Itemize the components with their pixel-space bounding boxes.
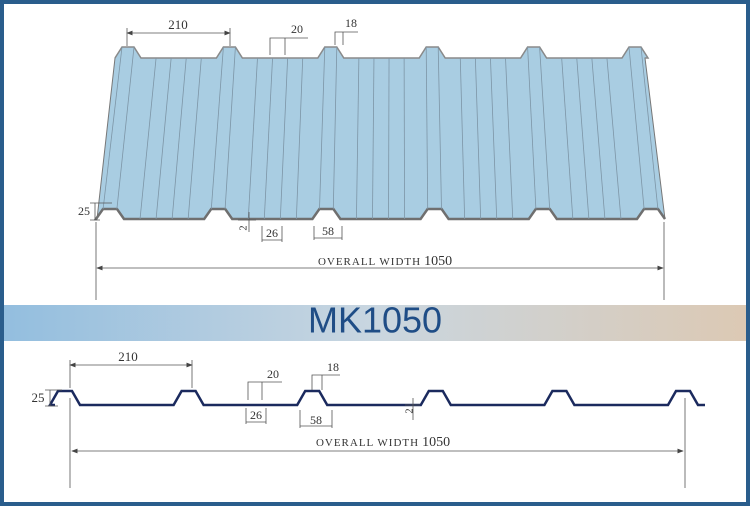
rib-edge: [640, 46, 659, 210]
rib-slope: 18: [345, 16, 357, 30]
rib-edge: [116, 46, 135, 210]
flute-line: [279, 57, 289, 220]
flute-line: [356, 57, 360, 220]
flute-line: [591, 57, 606, 220]
rib-top: 20: [267, 367, 279, 381]
flute-line: [388, 57, 390, 220]
overall-label: OVERALL WIDTH: [318, 256, 421, 268]
rib-top: 20: [291, 22, 303, 36]
flute-line: [561, 57, 574, 220]
flute-line: [155, 57, 172, 220]
rib-pitch: 210: [118, 349, 138, 364]
rib-edge: [102, 46, 123, 210]
rib-base: 58: [310, 413, 322, 427]
flute-line: [490, 57, 498, 220]
flute-line: [576, 57, 590, 220]
sheet-perspective: [93, 46, 667, 221]
pan-flat: 26: [250, 408, 262, 422]
pan-step: 2: [238, 226, 249, 231]
overall-label: OVERALL WIDTH: [316, 437, 419, 449]
flute-line: [372, 57, 375, 220]
overall-value: 1050: [424, 254, 452, 269]
overall-width: OVERALL WIDTH 1050: [316, 435, 450, 450]
rib-height: 25: [78, 204, 90, 218]
sheet-face: [95, 46, 666, 220]
flute-line: [263, 57, 273, 220]
rib-edge: [527, 46, 537, 210]
flute-line: [474, 57, 482, 220]
flute-line: [459, 57, 466, 220]
rib-base: 58: [322, 224, 334, 238]
flute-line: [505, 57, 514, 220]
pan-flat: 26: [266, 226, 278, 240]
rib-pitch: 210: [168, 17, 188, 32]
overall-value: 1050: [422, 435, 450, 450]
rib-edge: [437, 46, 442, 210]
title-band: [4, 305, 746, 341]
overall-width: OVERALL WIDTH 1050: [318, 254, 452, 269]
flute-line: [139, 57, 157, 220]
flute-line: [171, 57, 187, 220]
rib-edge: [319, 46, 326, 210]
rib-slope: 18: [327, 360, 339, 374]
product-title: MK1050: [308, 300, 442, 341]
rib-edge: [224, 46, 236, 210]
rib-height: 25: [32, 390, 45, 405]
flute-line: [247, 57, 258, 220]
rib-edge: [539, 46, 551, 210]
sheet-profile: [47, 389, 705, 407]
flute-line: [187, 57, 202, 220]
flute-line: [606, 57, 622, 220]
pan-step: 2: [404, 409, 415, 414]
rib-edge: [628, 46, 645, 210]
rib-edge: [332, 46, 338, 210]
profile-dimensions: 210 20 18 25 2 26 58 OVERALL WIDTH 1050: [32, 349, 686, 488]
sheet-top-edge: [114, 46, 650, 59]
rib-edge: [425, 46, 429, 210]
top-dimensions: 210 20 18 25 2 26 58 OVERALL WIDTH 1050: [78, 16, 665, 300]
flute-line: [295, 57, 304, 220]
sheet-front-edge: [93, 207, 667, 221]
rib-edge: [210, 46, 224, 210]
